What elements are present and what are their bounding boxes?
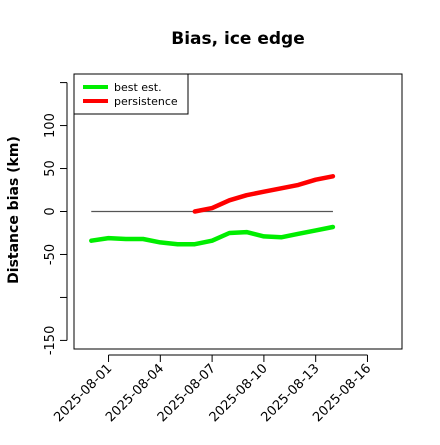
legend-box xyxy=(73,73,189,115)
series-layer xyxy=(89,174,336,247)
y-tick-label: -50 xyxy=(43,244,58,265)
y-axis: -150 -50 0 50 100 xyxy=(43,82,68,356)
legend-label: persistence xyxy=(114,95,178,108)
legend-label: best est. xyxy=(114,81,162,94)
chart-title: Bias, ice edge xyxy=(171,29,305,49)
series-line-best-est xyxy=(89,224,336,247)
legend: best est.persistence xyxy=(73,73,189,115)
y-tick-label: 0 xyxy=(43,207,58,215)
series-line-persistence xyxy=(192,174,336,214)
y-tick-label: 50 xyxy=(43,160,58,177)
x-axis: 2025-08-012025-08-042025-08-072025-08-10… xyxy=(51,354,374,425)
y-tick-label: 100 xyxy=(43,113,58,138)
plot-frame xyxy=(73,73,403,350)
y-tick-label: -150 xyxy=(43,326,58,356)
y-axis-label: Distance bias (km) xyxy=(6,136,22,284)
